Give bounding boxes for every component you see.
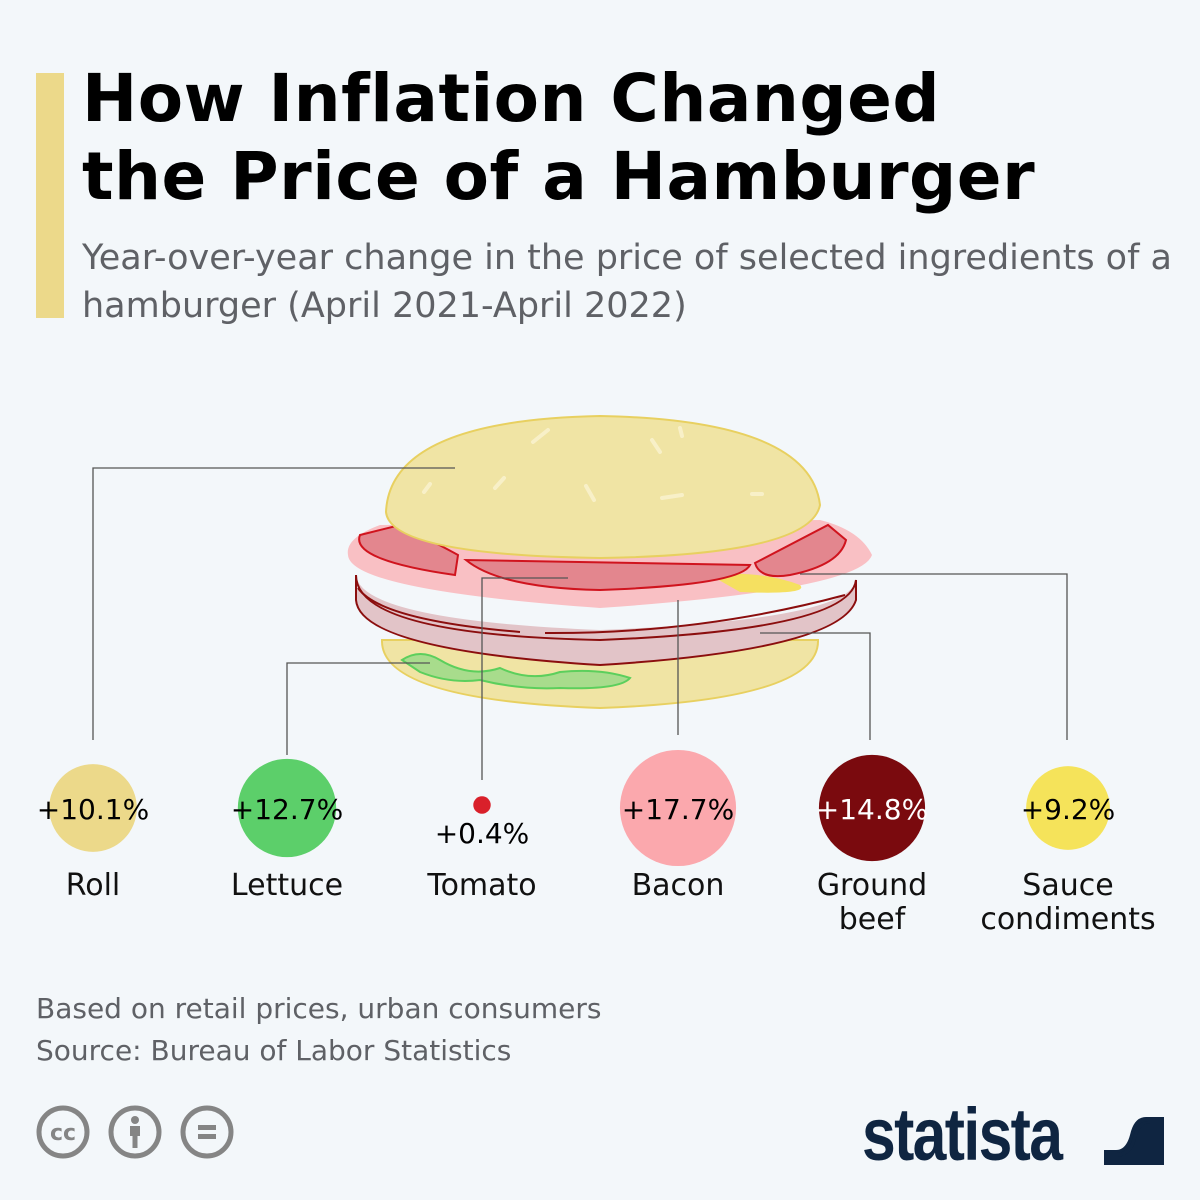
bubble-sauce-condiments [1026,766,1110,850]
value-label-tomato: +0.4% [435,817,530,850]
leader-line-lettuce [286,662,430,755]
title-line-1: How Inflation Changed [82,60,941,137]
no-derivatives-icon[interactable] [180,1105,234,1159]
lettuce [400,653,632,690]
value-label-lettuce: +12.7% [231,793,343,826]
statista-wordmark: statista [862,1093,1063,1176]
bubble-tomato [473,796,491,814]
value-label-sauce-condiments: +9.2% [1021,793,1116,826]
sauce [710,573,802,593]
leader-line-tomato [481,577,568,780]
category-label-lettuce: Lettuce [231,868,343,903]
statista-logo-mark-icon [1104,1105,1164,1165]
leader-line-roll [92,467,455,740]
attribution-icon[interactable] [108,1105,162,1159]
leader-line-sauce-condiments [800,573,1068,740]
leader-lines [92,467,1068,780]
category-label-ground-beef: beef [839,902,907,937]
bubble-roll [49,764,137,852]
top-bun [384,414,822,560]
category-label-sauce-condiments: Sauce [1022,868,1113,903]
page-title: How Inflation Changed the Price of a Ham… [82,60,1035,216]
category-label-ground-beef: Ground [817,868,927,903]
bubble-lettuce [237,758,337,858]
value-label-roll: +10.1% [37,793,149,826]
hamburger-illustration [347,414,872,710]
accent-bar [36,73,64,318]
value-label-ground-beef: +14.8% [816,793,928,826]
bubble-ground-beef [818,754,926,862]
sesame-seeds [422,426,764,502]
category-label-bacon: Bacon [632,868,725,903]
value-label-bacon: +17.7% [622,793,734,826]
statista-logo[interactable]: statista [862,1098,1063,1172]
bubbles: +10.1% Roll +12.7% Lettuce +0.4% Tomato +17.7%… [37,749,1156,937]
bubble-bacon [619,749,737,867]
subtitle: Year-over-year change in the price of se… [82,238,1172,326]
source: Source: Bureau of Labor Statistics [36,1034,512,1067]
category-label-sauce-condiments: condiments [980,902,1155,937]
creative-commons-icon[interactable]: cc [36,1105,90,1159]
category-label-roll: Roll [66,868,121,903]
hamburger-bubble-chart: +10.1% Roll +12.7% Lettuce +0.4% Tomato +17.7%… [37,414,1156,937]
footnote: Based on retail prices, urban consumers [36,992,602,1025]
leader-line-ground-beef [760,632,871,740]
title-line-2: the Price of a Hamburger [82,138,1036,215]
svg-text:cc: cc [50,1121,76,1146]
category-label-tomato: Tomato [426,868,536,903]
